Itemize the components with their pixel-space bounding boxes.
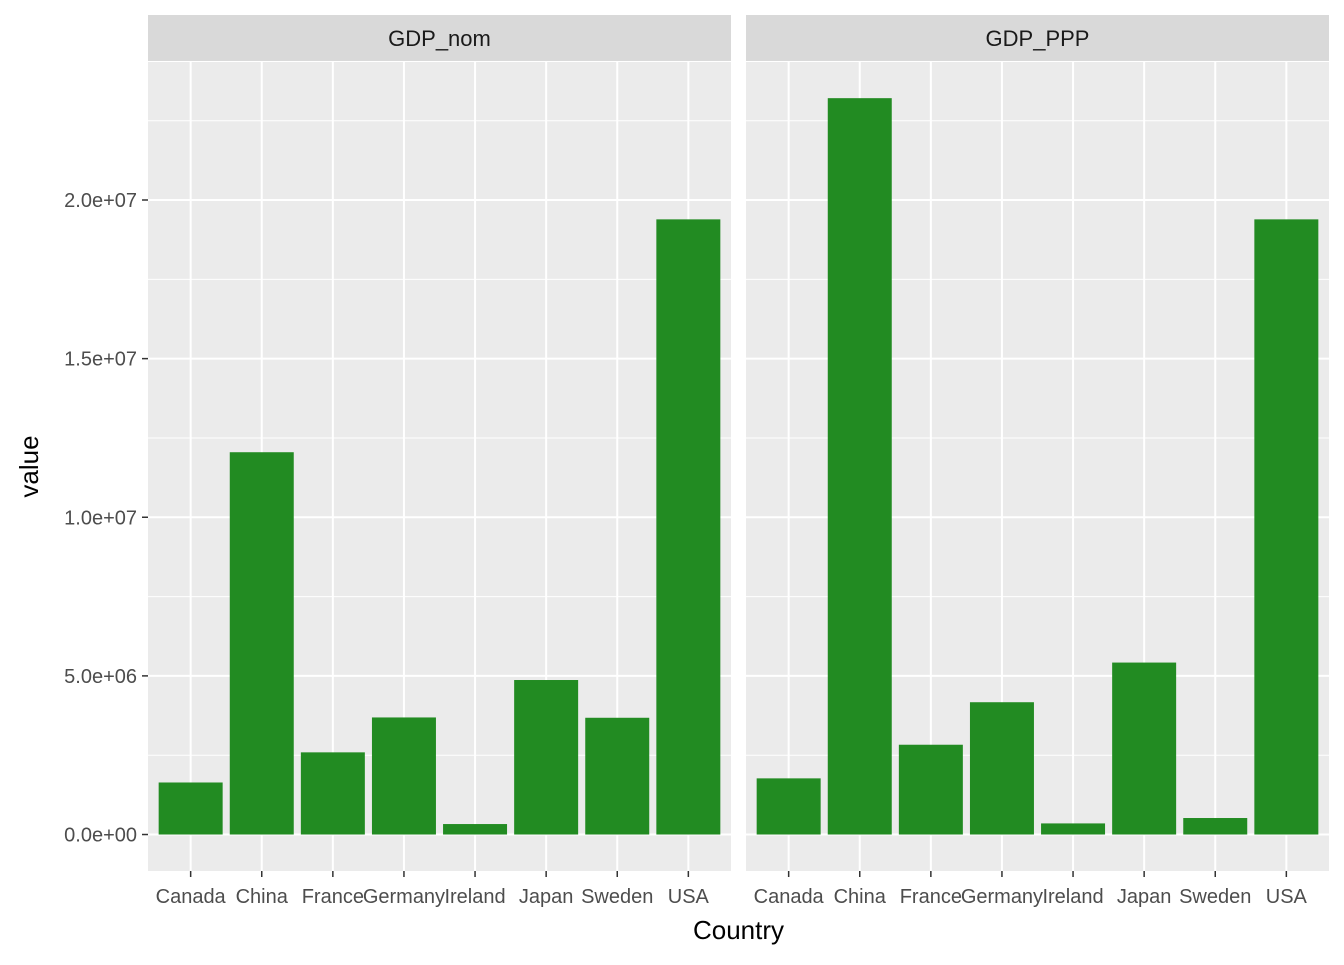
bar-GDP_PPP-Germany bbox=[969, 702, 1034, 835]
x-tick-label: France bbox=[900, 886, 962, 908]
bar-GDP_PPP-Japan bbox=[1112, 662, 1177, 835]
facet-strip-label: GDP_PPP bbox=[986, 26, 1090, 51]
bar-GDP_PPP-Ireland bbox=[1041, 823, 1106, 835]
x-tick-label: Sweden bbox=[1179, 886, 1251, 908]
bar-GDP_PPP-USA bbox=[1254, 219, 1319, 835]
bar-GDP_nom-Japan bbox=[514, 680, 579, 835]
x-tick-label: Canada bbox=[156, 886, 227, 908]
y-tick-label: 1.5e+07 bbox=[64, 349, 137, 371]
bar-GDP_nom-USA bbox=[656, 219, 721, 835]
x-tick-label: China bbox=[236, 886, 289, 908]
bar-GDP_nom-France bbox=[300, 752, 365, 835]
facet-strip bbox=[746, 15, 1329, 61]
y-tick-label: 2.0e+07 bbox=[64, 190, 137, 212]
bar-GDP_PPP-France bbox=[898, 744, 963, 835]
x-tick-label: Germany bbox=[961, 886, 1043, 908]
x-tick-label: Canada bbox=[754, 886, 825, 908]
x-tick-label: Japan bbox=[1117, 886, 1172, 908]
x-tick-label: Ireland bbox=[444, 886, 505, 908]
x-tick-label: China bbox=[834, 886, 887, 908]
y-tick-label: 0.0e+00 bbox=[64, 825, 137, 847]
y-tick-label: 1.0e+07 bbox=[64, 507, 137, 529]
x-tick-label: USA bbox=[1266, 886, 1308, 908]
x-tick-label: USA bbox=[668, 886, 710, 908]
x-tick-label: Germany bbox=[363, 886, 445, 908]
x-axis-title: Country bbox=[693, 915, 784, 945]
x-tick-label: France bbox=[302, 886, 364, 908]
x-tick-label: Ireland bbox=[1042, 886, 1103, 908]
facet-strip-label: GDP_nom bbox=[388, 26, 491, 51]
bar-GDP_nom-China bbox=[229, 452, 294, 835]
y-axis-title: value bbox=[14, 435, 44, 497]
facet-strip bbox=[148, 15, 731, 61]
bar-GDP_nom-Canada bbox=[158, 782, 223, 835]
bar-GDP_PPP-China bbox=[827, 98, 892, 835]
bar-GDP_nom-Germany bbox=[371, 717, 436, 835]
x-tick-label: Japan bbox=[519, 886, 574, 908]
x-tick-label: Sweden bbox=[581, 886, 653, 908]
bar-GDP_PPP-Sweden bbox=[1183, 818, 1248, 835]
y-tick-label: 5.0e+06 bbox=[64, 666, 137, 688]
bar-GDP_nom-Ireland bbox=[443, 824, 508, 835]
bar-GDP_PPP-Canada bbox=[756, 778, 821, 835]
bar-GDP_nom-Sweden bbox=[585, 717, 650, 835]
